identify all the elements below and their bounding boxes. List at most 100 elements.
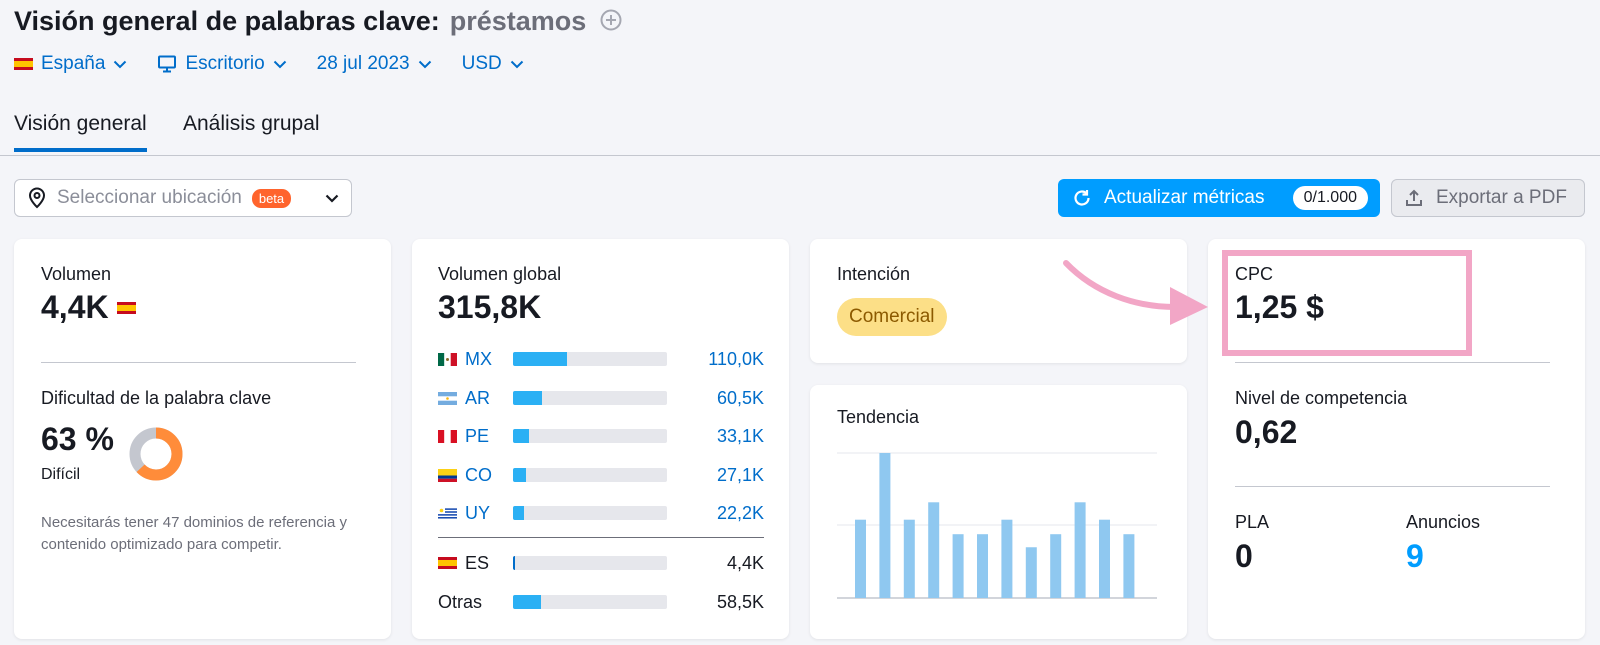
volume-value-row: 4,4K <box>41 289 136 326</box>
donut-fill <box>129 427 183 481</box>
refresh-icon <box>1074 190 1090 206</box>
update-metrics-label: Actualizar métricas <box>1104 187 1265 208</box>
country-row-other: Otras 58,5K <box>438 591 764 613</box>
country-code: CO <box>465 464 492 485</box>
spain-flag-icon <box>14 58 33 70</box>
export-pdf-label: Exportar a PDF <box>1436 187 1567 208</box>
country-volume-bar <box>513 595 667 609</box>
country-filter[interactable]: España <box>14 50 127 78</box>
argentina-flag-icon <box>438 391 457 405</box>
country-volume-value: 33,1K <box>716 425 764 446</box>
trend-card: Tendencia <box>810 385 1187 639</box>
bar-fill <box>513 468 527 482</box>
trend-bar[interactable] <box>1074 502 1086 598</box>
country-volume-value: 110,0K <box>708 348 764 369</box>
country-code: PE <box>465 425 490 446</box>
country-row-ar[interactable]: AR 60,5K <box>438 387 764 409</box>
keyword-text: préstamos <box>449 6 587 36</box>
volume-label: Volumen <box>41 264 112 284</box>
tab-bar: Visión general Análisis grupal <box>0 104 1600 156</box>
mexico-flag-icon <box>438 352 457 366</box>
difficulty-level: Difícil <box>41 466 81 483</box>
difficulty-description: Necesitarás tener 47 dominios de referen… <box>41 514 347 553</box>
export-pdf-button[interactable]: Exportar a PDF <box>1391 179 1585 217</box>
chevron-down-icon <box>114 60 127 68</box>
country-row-es: ES 4,4K <box>438 552 764 574</box>
country-row-uy[interactable]: UY 22,2K <box>438 502 764 524</box>
spain-flag-icon <box>116 301 136 314</box>
country-row-co[interactable]: CO 27,1K <box>438 464 764 486</box>
country-row-mx[interactable]: MX 110,0K <box>438 348 764 370</box>
add-keyword-icon[interactable] <box>600 7 622 38</box>
location-select[interactable]: Seleccionar ubicación beta <box>14 179 352 217</box>
competition-value: 0,62 <box>1235 414 1298 450</box>
location-placeholder: Seleccionar ubicación <box>57 187 242 208</box>
bar-fill <box>513 391 543 405</box>
trend-bar[interactable] <box>1099 519 1110 598</box>
filters-bar: España Escritorio 28 jul 2023 USD <box>14 50 554 78</box>
date-filter[interactable]: 28 jul 2023 <box>317 50 432 78</box>
ads-label: Anuncios <box>1406 512 1481 532</box>
bar-fill <box>513 352 567 366</box>
volume-card: Volumen 4,4K Dificultad de la palabra cl… <box>14 239 391 639</box>
chevron-down-icon <box>273 60 286 68</box>
uruguay-flag-icon <box>438 506 457 520</box>
chevron-down-icon <box>418 60 431 68</box>
chevron-down-icon <box>510 60 523 68</box>
trend-bar[interactable] <box>879 453 891 598</box>
difficulty-value: 63 % <box>41 421 114 457</box>
colombia-flag-icon <box>438 468 457 482</box>
difficulty-label: Dificultad de la palabra clave <box>41 388 272 408</box>
country-volume-bar <box>513 506 667 520</box>
country-volume-value: 60,5K <box>716 387 764 408</box>
update-count-badge: 0/1.000 <box>1292 186 1368 210</box>
intent-badge: Comercial <box>837 298 947 336</box>
country-volume-value: 58,5K <box>716 591 764 612</box>
currency-label: USD <box>461 53 502 74</box>
page-title: Visión general de palabras clave: préstam… <box>14 6 622 38</box>
tab-group-analysis[interactable]: Análisis grupal <box>183 112 320 135</box>
trend-bar[interactable] <box>1123 534 1135 598</box>
competition-label: Nivel de competencia <box>1235 388 1408 408</box>
tab-overview[interactable]: Visión general <box>14 112 147 152</box>
other-label: Otras <box>438 591 483 612</box>
country-code: MX <box>465 348 492 369</box>
cpc-value: 1,25 $ <box>1235 289 1324 325</box>
difficulty-donut <box>129 427 183 481</box>
global-volume-card: Volumen global 315,8K MX 110,0K AR 60,5K… <box>412 239 789 639</box>
country-label: España <box>41 53 106 74</box>
country-volume-bar <box>513 468 667 482</box>
trend-bar[interactable] <box>903 519 915 598</box>
chevron-down-icon <box>325 194 339 203</box>
country-code: UY <box>465 502 491 523</box>
intent-label: Intención <box>837 264 911 284</box>
trend-bar[interactable] <box>1050 534 1062 598</box>
trend-bar[interactable] <box>1025 547 1037 598</box>
pla-label: PLA <box>1235 512 1270 532</box>
currency-filter[interactable]: USD <box>462 50 524 78</box>
country-volume-bar <box>513 556 667 570</box>
trend-bar[interactable] <box>977 534 988 598</box>
upload-icon <box>1406 189 1422 206</box>
peru-flag-icon <box>438 429 457 443</box>
bar-fill <box>513 556 516 570</box>
country-volume-value: 4,4K <box>726 552 764 573</box>
update-metrics-button[interactable]: Actualizar métricas 0/1.000 <box>1058 179 1380 217</box>
trend-chart <box>837 452 1157 599</box>
trend-bar[interactable] <box>1001 519 1013 598</box>
trend-bar[interactable] <box>928 502 940 598</box>
trend-bar[interactable] <box>855 519 866 598</box>
trend-bar[interactable] <box>952 534 964 598</box>
country-volume-bar <box>513 429 667 443</box>
pla-value: 0 <box>1235 538 1253 574</box>
country-volume-value: 22,2K <box>716 502 764 523</box>
trend-label: Tendencia <box>837 407 920 427</box>
date-label: 28 jul 2023 <box>316 53 410 74</box>
device-filter[interactable]: Escritorio <box>157 50 286 78</box>
location-pin-icon <box>28 187 46 209</box>
divider <box>1235 362 1550 363</box>
country-row-pe[interactable]: PE 33,1K <box>438 425 764 447</box>
ads-value[interactable]: 9 <box>1406 538 1424 574</box>
country-code: AR <box>465 387 491 408</box>
page-title-text: Visión general de palabras clave: <box>14 6 440 36</box>
